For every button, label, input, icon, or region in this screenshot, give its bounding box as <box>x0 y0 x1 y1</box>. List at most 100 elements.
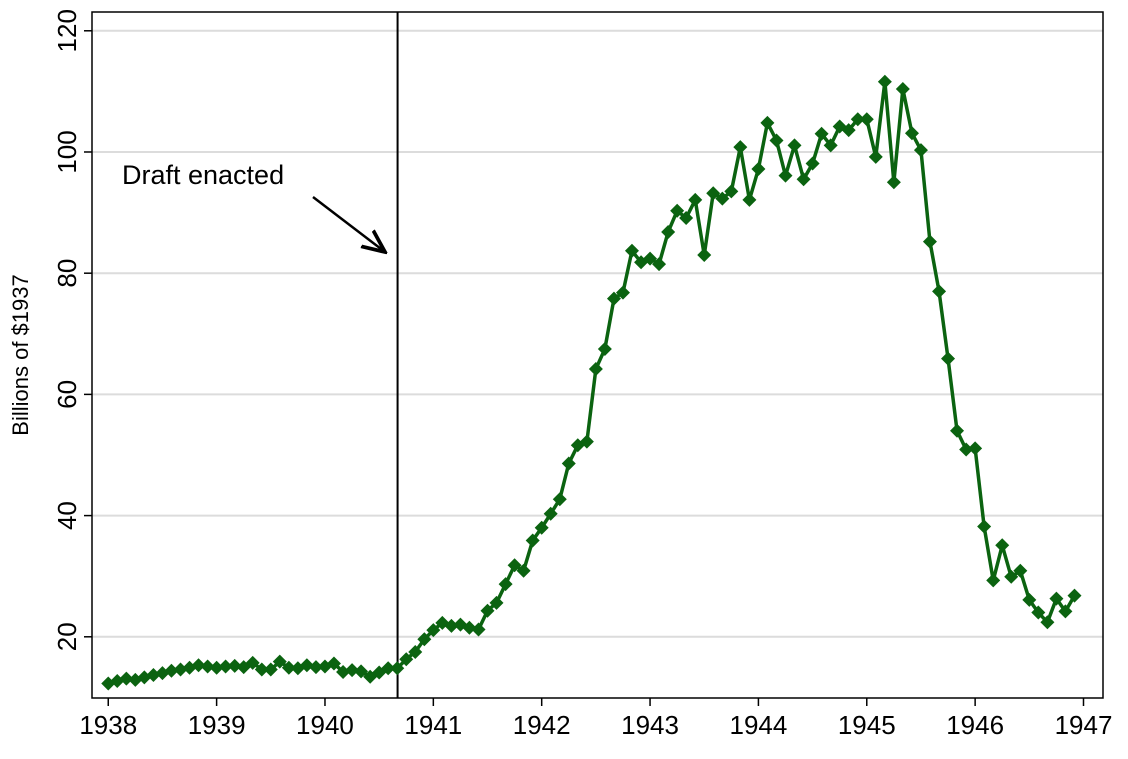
data-point <box>1067 588 1082 603</box>
data-point <box>308 660 323 675</box>
data-point <box>959 442 974 457</box>
data-point <box>859 112 874 127</box>
y-tick-label: 120 <box>52 9 82 52</box>
data-point <box>191 658 206 673</box>
annotation-arrow <box>312 196 385 252</box>
data-point <box>697 248 712 263</box>
data-point <box>200 659 215 674</box>
data-point <box>588 361 603 376</box>
data-point <box>688 192 703 207</box>
data-point <box>1058 604 1073 619</box>
y-tick-label: 40 <box>52 501 82 530</box>
data-point <box>850 112 865 127</box>
data-point <box>254 662 269 677</box>
data-point <box>615 285 630 300</box>
x-tick-label: 1941 <box>404 710 462 740</box>
data-point <box>941 351 956 366</box>
x-tick-label: 1945 <box>838 710 896 740</box>
x-tick-label: 1938 <box>79 710 137 740</box>
x-tick-label: 1943 <box>621 710 679 740</box>
data-point <box>471 622 486 637</box>
data-point <box>345 663 360 678</box>
data-point <box>904 126 919 141</box>
data-point <box>679 211 694 226</box>
data-point <box>1004 569 1019 584</box>
data-point <box>769 133 784 148</box>
data-point <box>760 115 775 130</box>
data-point <box>336 664 351 679</box>
data-point <box>516 563 531 578</box>
y-tick-label: 60 <box>52 380 82 409</box>
data-point <box>390 661 405 676</box>
data-point <box>489 595 504 610</box>
data-point <box>1031 605 1046 620</box>
data-point <box>877 74 892 89</box>
data-point <box>670 203 685 218</box>
data-point <box>227 658 242 673</box>
data-point <box>281 660 296 675</box>
data-point <box>886 175 901 190</box>
data-point <box>462 620 477 635</box>
x-tick-label: 1940 <box>296 710 354 740</box>
data-point <box>173 662 188 677</box>
data-point <box>932 284 947 299</box>
data-point <box>146 667 161 682</box>
data-point <box>913 143 928 158</box>
data-point <box>787 138 802 153</box>
data-point <box>534 520 549 535</box>
data-point <box>796 172 811 187</box>
data-point <box>742 192 757 207</box>
data-point <box>643 251 658 266</box>
data-point <box>597 341 612 356</box>
x-tick-label: 1942 <box>513 710 571 740</box>
data-point <box>1022 592 1037 607</box>
data-point <box>724 184 739 199</box>
data-point <box>606 291 621 306</box>
data-point <box>218 659 233 674</box>
data-point <box>272 654 287 669</box>
data-point <box>299 658 314 673</box>
data-point <box>525 533 540 548</box>
data-point <box>561 456 576 471</box>
data-point <box>661 224 676 239</box>
data-point <box>426 623 441 638</box>
data-point <box>263 662 278 677</box>
data-point <box>715 191 730 206</box>
data-point <box>579 434 594 449</box>
data-point <box>552 492 567 507</box>
annotation: Draft enacted <box>122 160 284 190</box>
data-point <box>841 123 856 138</box>
data-point <box>1013 563 1028 578</box>
data-point <box>245 655 260 670</box>
data-point <box>354 664 369 679</box>
data-point <box>399 652 414 667</box>
data-point <box>733 140 748 155</box>
y-tick-label: 20 <box>52 622 82 651</box>
data-point <box>805 156 820 171</box>
data-point <box>1049 591 1064 606</box>
data-point <box>624 243 639 258</box>
data-point <box>164 663 179 678</box>
x-tick-label: 1939 <box>188 710 246 740</box>
data-point <box>417 632 432 647</box>
data-point <box>868 149 883 164</box>
data-point <box>968 441 983 456</box>
data-point <box>922 234 937 249</box>
data-point <box>895 81 910 96</box>
x-tick-label: 1947 <box>1055 710 1113 740</box>
data-point <box>986 573 1001 588</box>
data-point <box>480 603 495 618</box>
data-point <box>778 168 793 183</box>
y-tick-label: 100 <box>52 130 82 173</box>
data-point <box>408 644 423 659</box>
data-point <box>652 257 667 272</box>
y-axis-label: Billions of $1937 <box>8 274 33 435</box>
x-tick-label: 1944 <box>729 710 787 740</box>
data-point <box>119 671 134 686</box>
data-point <box>444 618 459 633</box>
data-point <box>498 577 513 592</box>
data-point <box>326 656 341 671</box>
plot-frame <box>91 11 1104 699</box>
data-point <box>977 519 992 534</box>
